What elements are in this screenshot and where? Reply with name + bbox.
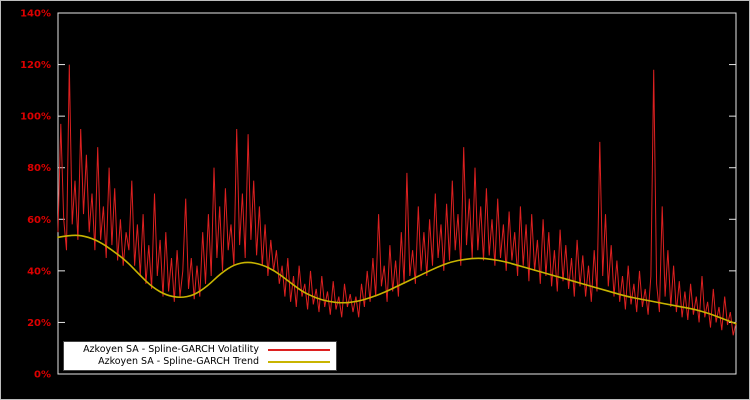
legend-item-volatility: Azkoyen SA - Spline-GARCH Volatility	[68, 344, 330, 356]
legend-line-volatility-icon	[268, 349, 330, 351]
legend-label-trend: Azkoyen SA - Spline-GARCH Trend	[98, 356, 259, 367]
y-tick-label: 0%	[34, 370, 51, 381]
legend-line-trend-icon	[268, 361, 330, 363]
y-tick-label: 60%	[27, 215, 51, 226]
y-tick-label: 100%	[20, 112, 51, 123]
legend-label-volatility: Azkoyen SA - Spline-GARCH Volatility	[83, 344, 259, 355]
y-tick-label: 140%	[20, 9, 51, 20]
y-tick-label: 40%	[27, 266, 51, 277]
y-tick-label: 80%	[27, 163, 51, 174]
y-tick-label: 20%	[27, 318, 51, 329]
axis-frame	[57, 12, 737, 375]
chart-legend: Azkoyen SA - Spline-GARCH Volatility Azk…	[63, 341, 337, 371]
y-tick-label: 120%	[20, 60, 51, 71]
legend-item-trend: Azkoyen SA - Spline-GARCH Trend	[68, 356, 330, 368]
series-volatility-line	[57, 64, 737, 336]
series-trend-line	[57, 234, 737, 325]
